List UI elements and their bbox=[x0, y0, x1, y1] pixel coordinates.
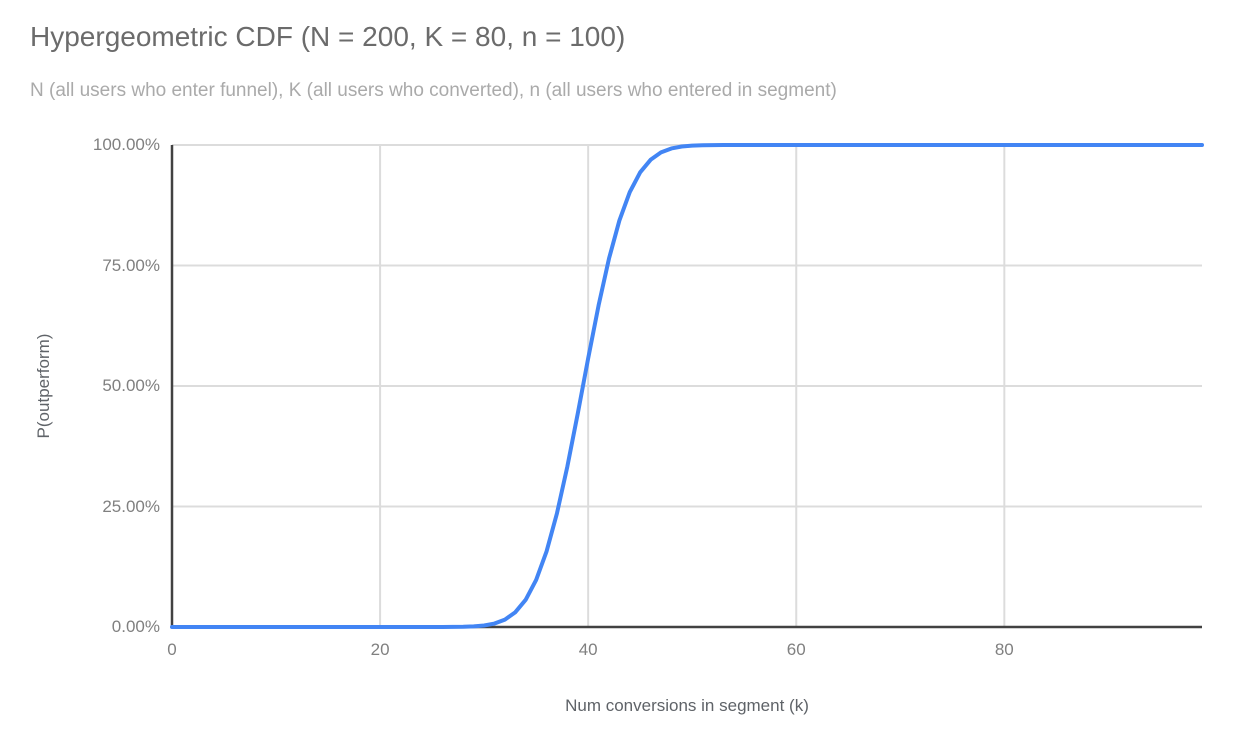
y-tick-label: 0.00% bbox=[111, 617, 160, 636]
x-tick-label: 60 bbox=[786, 640, 806, 659]
plot-area bbox=[170, 143, 1204, 629]
x-tick-label: 20 bbox=[370, 640, 390, 659]
x-tick-label: 40 bbox=[578, 640, 598, 659]
chart-title: Hypergeometric CDF (N = 200, K = 80, n =… bbox=[30, 21, 626, 52]
chart-subtitle: N (all users who enter funnel), K (all u… bbox=[30, 80, 837, 101]
y-tick-label: 100.00% bbox=[92, 135, 160, 154]
y-tick-label: 50.00% bbox=[102, 376, 160, 395]
cdf-line-chart bbox=[170, 143, 1204, 629]
x-axis-title: Num conversions in segment (k) bbox=[565, 696, 809, 715]
cdf-curve bbox=[170, 143, 1204, 629]
y-tick-label: 25.00% bbox=[102, 496, 160, 516]
x-tick-label: 80 bbox=[994, 640, 1014, 659]
x-tick-label: 0 bbox=[167, 640, 177, 659]
y-tick-label: 75.00% bbox=[102, 255, 160, 275]
